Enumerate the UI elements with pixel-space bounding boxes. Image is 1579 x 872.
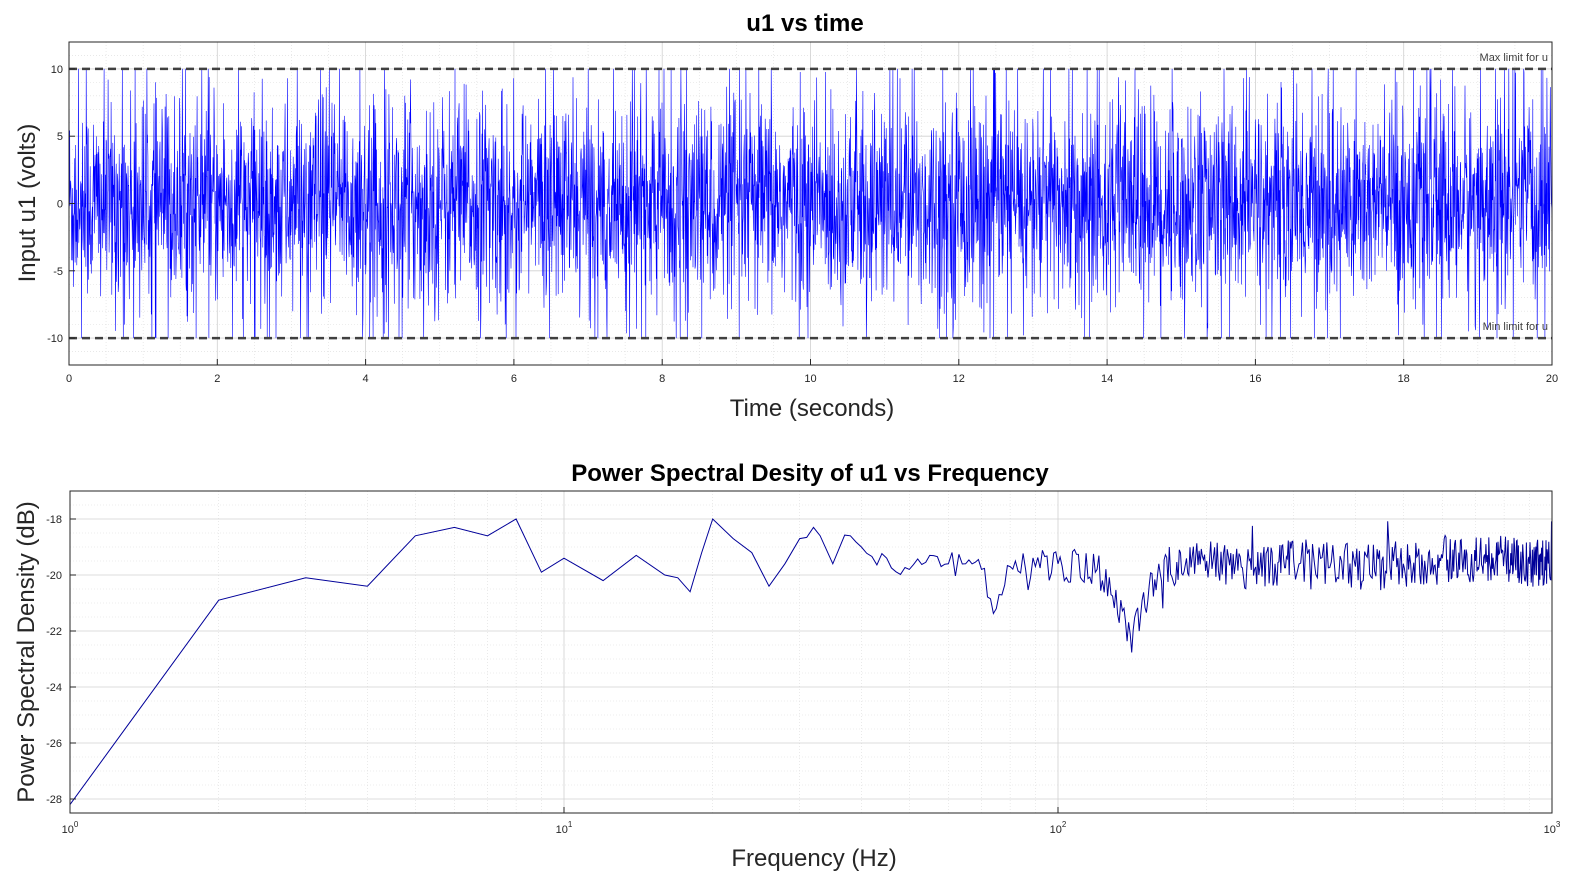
x-tick-label: 100 bbox=[62, 820, 79, 836]
x-tick-label: 20 bbox=[1546, 373, 1558, 385]
psd-plot-area bbox=[70, 491, 1552, 813]
y-tick-label: -28 bbox=[46, 794, 62, 806]
psd-chart-title: Power Spectral Desity of u1 vs Frequency bbox=[571, 460, 1049, 487]
x-tick-label: 4 bbox=[363, 373, 369, 385]
x-tick-label: 10 bbox=[804, 373, 816, 385]
y-tick-label: -18 bbox=[46, 514, 62, 526]
y-tick-label: -24 bbox=[46, 682, 62, 694]
x-tick-label: 14 bbox=[1101, 373, 1113, 385]
time-y-axis-label: Input u1 (volts) bbox=[14, 124, 41, 283]
x-tick-label: 18 bbox=[1398, 373, 1410, 385]
psd-plot-frame bbox=[69, 490, 1553, 814]
x-tick-label: 103 bbox=[1544, 820, 1561, 836]
psd-minor-grid bbox=[70, 490, 1552, 814]
time-chart-title: u1 vs time bbox=[746, 10, 863, 37]
y-tick-label: 0 bbox=[57, 199, 63, 211]
time-x-ticks: 0 2 4 6 8 10 12 14 16 18 20 bbox=[66, 359, 1558, 385]
psd-chart: Power Spectral Desity of u1 vs Frequency… bbox=[13, 460, 1561, 872]
u1-signal-line bbox=[68, 68, 1553, 339]
y-tick-label: -10 bbox=[47, 333, 63, 345]
psd-line bbox=[69, 518, 1553, 805]
max-limit-label: Max limit for u bbox=[1480, 52, 1548, 64]
y-tick-label: -26 bbox=[46, 738, 62, 750]
psd-x-ticks: 100 101 102 103 bbox=[62, 807, 1561, 836]
x-tick-label: 6 bbox=[511, 373, 517, 385]
x-tick-label: 0 bbox=[66, 373, 72, 385]
x-tick-label: 12 bbox=[953, 373, 965, 385]
y-tick-label: 10 bbox=[51, 64, 63, 76]
y-tick-label: 5 bbox=[57, 131, 63, 143]
y-tick-label: -5 bbox=[53, 266, 63, 278]
y-tick-label: -22 bbox=[46, 626, 62, 638]
x-tick-label: 16 bbox=[1249, 373, 1261, 385]
x-tick-label: 8 bbox=[659, 373, 665, 385]
y-tick-label: -20 bbox=[46, 570, 62, 582]
psd-x-axis-label: Frequency (Hz) bbox=[731, 845, 896, 872]
time-x-axis-label: Time (seconds) bbox=[730, 395, 894, 422]
psd-y-ticks: -28 -26 -24 -22 -20 -18 bbox=[46, 514, 76, 806]
x-tick-label: 102 bbox=[1050, 820, 1067, 836]
x-tick-label: 101 bbox=[556, 820, 573, 836]
x-tick-label: 2 bbox=[214, 373, 220, 385]
psd-y-axis-label: Power Spectral Density (dB) bbox=[13, 501, 40, 802]
time-y-ticks: -10 -5 0 5 10 bbox=[47, 64, 75, 345]
min-limit-label: Min limit for u bbox=[1483, 321, 1548, 333]
time-chart: u1 vs time Max limit for u Min limit for… bbox=[14, 10, 1558, 422]
